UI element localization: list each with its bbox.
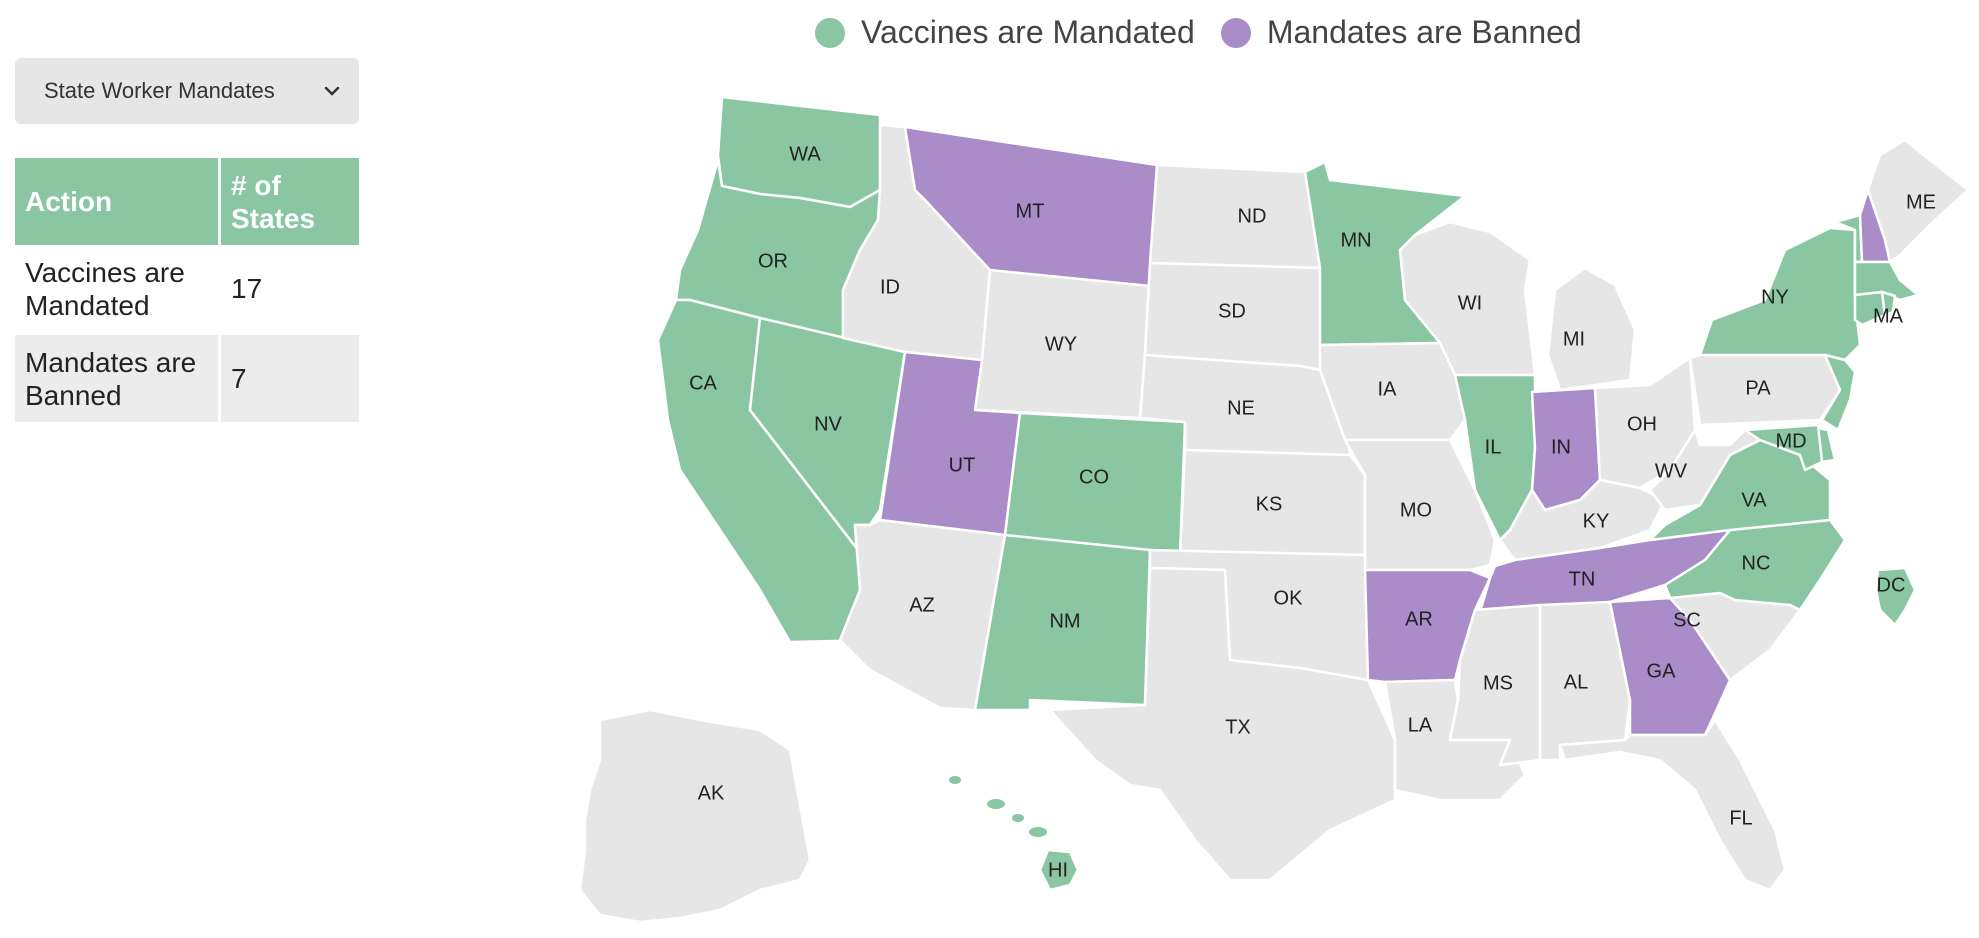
state-label-wa: WA <box>789 143 821 165</box>
state-nc[interactable] <box>1663 518 1847 612</box>
state-label-mi: MI <box>1563 328 1585 350</box>
state-label-wi: WI <box>1458 292 1482 314</box>
state-label-ak: AK <box>698 782 725 804</box>
table-cell-count: 17 <box>219 245 359 334</box>
table-row: Mandates are Banned 7 <box>15 332 359 422</box>
state-label-nm: NM <box>1049 610 1080 632</box>
state-label-tn: TN <box>1569 568 1596 590</box>
state-label-hi: HI <box>1048 859 1068 881</box>
state-label-la: LA <box>1408 714 1433 736</box>
state-label-id: ID <box>880 276 900 298</box>
state-label-tx: TX <box>1225 716 1251 738</box>
state-label-ia: IA <box>1378 378 1398 400</box>
legend-label-mandated: Vaccines are Mandated <box>861 14 1195 50</box>
state-label-mo: MO <box>1400 499 1432 521</box>
state-label-ne: NE <box>1227 397 1255 419</box>
hawaii-island <box>1029 827 1047 837</box>
state-label-al: AL <box>1564 671 1588 693</box>
table-row: Vaccines are Mandated 17 <box>15 245 359 334</box>
state-hi[interactable] <box>1038 848 1080 892</box>
state-label-va: VA <box>1741 489 1767 511</box>
legend-item-banned[interactable]: Mandates are Banned <box>1220 14 1582 51</box>
state-fl[interactable] <box>1558 718 1787 892</box>
summary-table-header: Action # of States <box>15 158 359 245</box>
state-dc[interactable] <box>1874 566 1917 627</box>
state-label-oh: OH <box>1627 413 1657 435</box>
state-tx[interactable] <box>1048 566 1397 882</box>
hawaii-small-islands <box>949 776 1047 837</box>
chevron-down-icon <box>324 86 340 96</box>
hawaii-island <box>1012 814 1024 822</box>
state-label-ky: KY <box>1583 510 1610 532</box>
legend-swatch-mandated <box>815 17 845 48</box>
state-label-ok: OK <box>1274 587 1304 609</box>
map-legend: Vaccines are Mandated Mandates are Banne… <box>815 14 1608 51</box>
state-label-co: CO <box>1079 466 1109 488</box>
state-label-md: MD <box>1775 430 1806 452</box>
state-label-fl: FL <box>1729 807 1752 829</box>
state-label-sc: SC <box>1673 609 1701 631</box>
map-view-select[interactable]: State Worker Mandates <box>15 58 359 124</box>
hawaii-island <box>987 799 1005 809</box>
state-md[interactable] <box>1743 423 1824 472</box>
state-label-pa: PA <box>1745 377 1771 399</box>
state-ct[interactable] <box>1853 290 1887 327</box>
state-mi[interactable] <box>1546 266 1637 392</box>
state-mo[interactable] <box>1343 438 1497 572</box>
state-label-nc: NC <box>1742 552 1771 574</box>
state-label-ar: AR <box>1405 608 1433 630</box>
state-label-mt: MT <box>1016 200 1045 222</box>
state-label-il: IL <box>1485 436 1502 458</box>
state-label-nd: ND <box>1238 205 1267 227</box>
state-label-or: OR <box>758 250 788 272</box>
table-cell-count: 7 <box>219 332 359 422</box>
state-label-ks: KS <box>1256 493 1283 515</box>
state-label-me: ME <box>1906 191 1936 213</box>
state-nj[interactable] <box>1820 353 1857 432</box>
legend-swatch-banned <box>1220 17 1251 48</box>
state-label-dc: DC <box>1877 574 1906 596</box>
legend-item-mandated[interactable]: Vaccines are Mandated <box>815 14 1195 51</box>
table-cell-action: Vaccines are Mandated <box>15 245 221 334</box>
column-header-action: Action <box>15 158 221 245</box>
state-me[interactable] <box>1866 138 1970 264</box>
state-nd[interactable] <box>1148 163 1322 270</box>
hawaii-island <box>949 776 961 784</box>
state-label-ga: GA <box>1647 660 1677 682</box>
column-header-count: # of States <box>219 158 359 245</box>
state-label-mn: MN <box>1340 229 1371 251</box>
state-label-sd: SD <box>1218 300 1246 322</box>
state-ak[interactable] <box>578 708 812 924</box>
state-label-in: IN <box>1551 436 1571 458</box>
summary-table: Action # of States Vaccines are Mandated… <box>15 158 359 422</box>
state-label-ut: UT <box>949 454 976 476</box>
table-cell-action: Mandates are Banned <box>15 332 221 422</box>
state-labels: WA OR CA NV ID MT WY UT CO AZ NM ND SD N… <box>689 143 1936 881</box>
state-label-wv: WV <box>1655 460 1688 482</box>
state-label-ny: NY <box>1761 286 1789 308</box>
map-view-select-label: State Worker Mandates <box>44 78 275 103</box>
state-label-nv: NV <box>814 413 842 435</box>
state-ri[interactable] <box>1880 290 1897 317</box>
state-label-ms: MS <box>1483 672 1513 694</box>
legend-label-banned: Mandates are Banned <box>1266 14 1582 50</box>
state-label-ca: CA <box>689 372 717 394</box>
state-label-ma: MA <box>1873 305 1904 327</box>
state-label-az: AZ <box>909 594 935 616</box>
state-label-wy: WY <box>1045 333 1077 355</box>
